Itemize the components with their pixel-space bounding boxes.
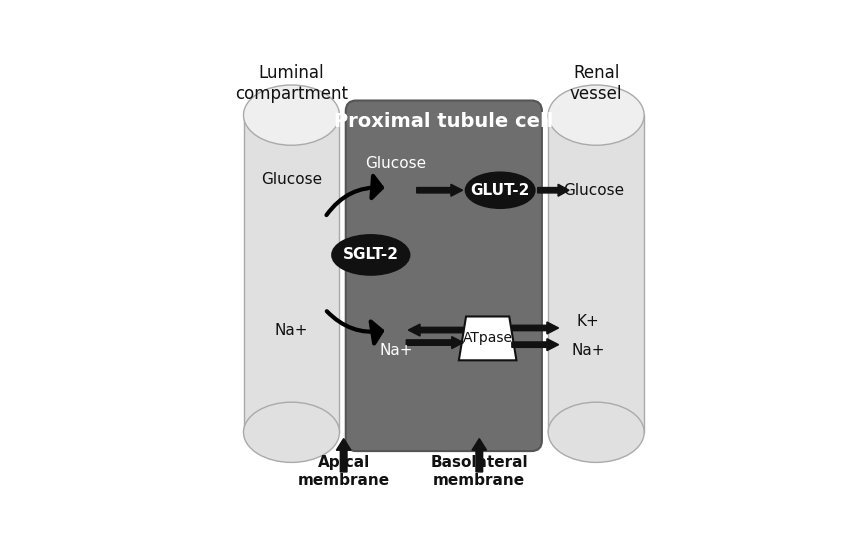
Text: GLUT-2: GLUT-2 (470, 183, 530, 198)
Text: Proximal tubule cell: Proximal tubule cell (334, 112, 553, 131)
FancyArrow shape (417, 184, 462, 196)
FancyArrow shape (406, 337, 463, 349)
Text: Luminal
compartment: Luminal compartment (235, 64, 348, 103)
Text: Glucose: Glucose (563, 183, 624, 198)
Text: SGLT-2: SGLT-2 (343, 248, 398, 262)
Ellipse shape (243, 402, 339, 462)
FancyArrowPatch shape (326, 311, 382, 344)
Text: Na+: Na+ (379, 344, 412, 358)
Ellipse shape (243, 85, 339, 145)
Text: Basolateral
membrane: Basolateral membrane (430, 455, 528, 488)
Ellipse shape (548, 402, 644, 462)
Text: K+: K+ (577, 314, 599, 329)
Ellipse shape (466, 172, 534, 208)
FancyArrow shape (336, 438, 351, 472)
FancyArrowPatch shape (326, 176, 382, 215)
FancyArrow shape (512, 339, 559, 351)
FancyArrow shape (409, 324, 463, 336)
FancyBboxPatch shape (346, 100, 542, 451)
Text: Na+: Na+ (275, 322, 308, 338)
Text: ATpase: ATpase (462, 331, 513, 345)
FancyArrow shape (472, 438, 487, 472)
Text: Glucose: Glucose (261, 172, 322, 188)
Bar (243, 115, 339, 433)
Ellipse shape (548, 85, 644, 145)
Polygon shape (459, 317, 516, 360)
Text: Na+: Na+ (571, 344, 604, 358)
Text: Apical
membrane: Apical membrane (298, 455, 390, 488)
Bar (548, 115, 644, 433)
Ellipse shape (333, 235, 410, 275)
Text: Renal
vessel: Renal vessel (570, 64, 623, 103)
FancyArrow shape (538, 184, 569, 196)
FancyArrow shape (512, 322, 559, 334)
Text: Glucose: Glucose (365, 156, 426, 171)
